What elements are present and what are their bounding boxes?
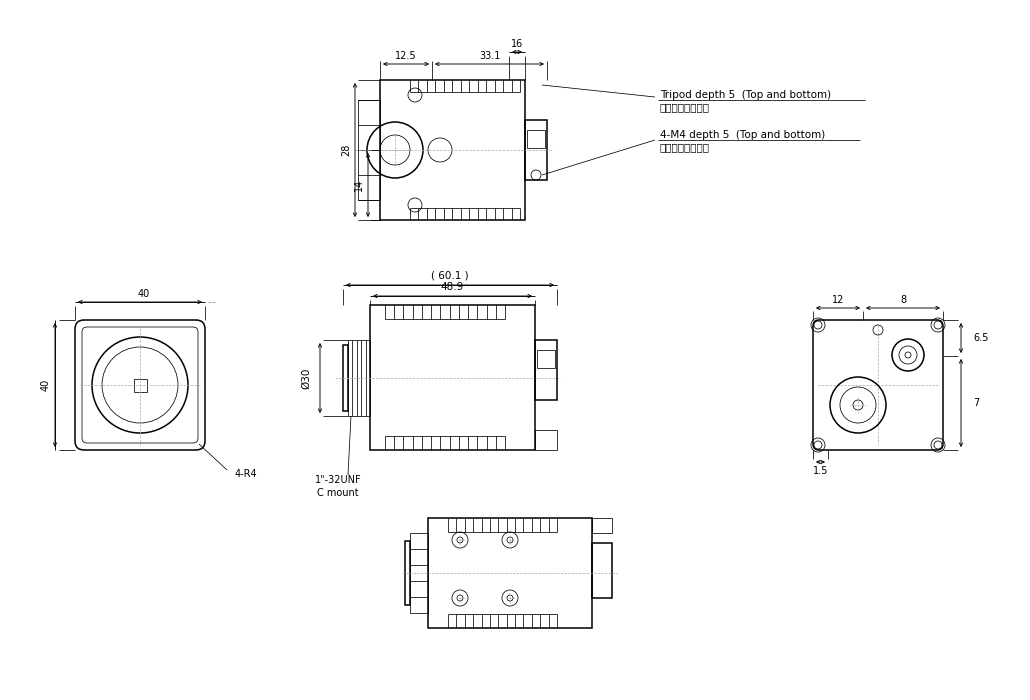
Text: ( 60.1 ): ( 60.1 ) xyxy=(432,271,469,281)
Bar xyxy=(527,130,545,148)
Text: 4-M4 depth 5  (Top and bottom): 4-M4 depth 5 (Top and bottom) xyxy=(660,130,825,140)
Bar xyxy=(535,340,557,400)
Text: 28: 28 xyxy=(341,144,351,156)
Bar xyxy=(537,350,555,368)
Text: Tripod depth 5  (Top and bottom): Tripod depth 5 (Top and bottom) xyxy=(660,90,831,100)
Text: 1.5: 1.5 xyxy=(813,466,828,476)
Text: 16: 16 xyxy=(511,39,523,49)
Text: 14: 14 xyxy=(354,179,364,191)
Bar xyxy=(410,533,428,613)
Text: （対面同一形状）: （対面同一形状） xyxy=(660,142,710,152)
Bar xyxy=(535,430,557,450)
Text: Ø30: Ø30 xyxy=(301,368,311,388)
Text: 1"-32UNF: 1"-32UNF xyxy=(315,475,362,485)
Text: 12.5: 12.5 xyxy=(396,51,417,61)
Text: 8: 8 xyxy=(900,295,906,305)
Bar xyxy=(428,518,592,628)
Text: （対面同一形状）: （対面同一形状） xyxy=(660,102,710,112)
Text: 48.9: 48.9 xyxy=(441,282,465,292)
Text: 6.5: 6.5 xyxy=(973,333,989,343)
Text: 40: 40 xyxy=(138,289,150,299)
Bar xyxy=(348,340,370,416)
Bar xyxy=(380,80,525,220)
Bar xyxy=(370,305,535,450)
Bar xyxy=(592,518,612,533)
Text: C mount: C mount xyxy=(317,488,358,498)
Bar xyxy=(343,345,348,411)
Text: 4-R4: 4-R4 xyxy=(235,469,258,479)
Bar xyxy=(592,543,612,598)
Bar xyxy=(405,541,410,605)
Bar xyxy=(525,120,547,180)
Text: 7: 7 xyxy=(973,398,980,408)
Bar xyxy=(358,100,380,200)
Text: 40: 40 xyxy=(41,379,52,391)
Text: 12: 12 xyxy=(832,295,845,305)
Bar xyxy=(134,379,147,392)
Text: 33.1: 33.1 xyxy=(479,51,501,61)
